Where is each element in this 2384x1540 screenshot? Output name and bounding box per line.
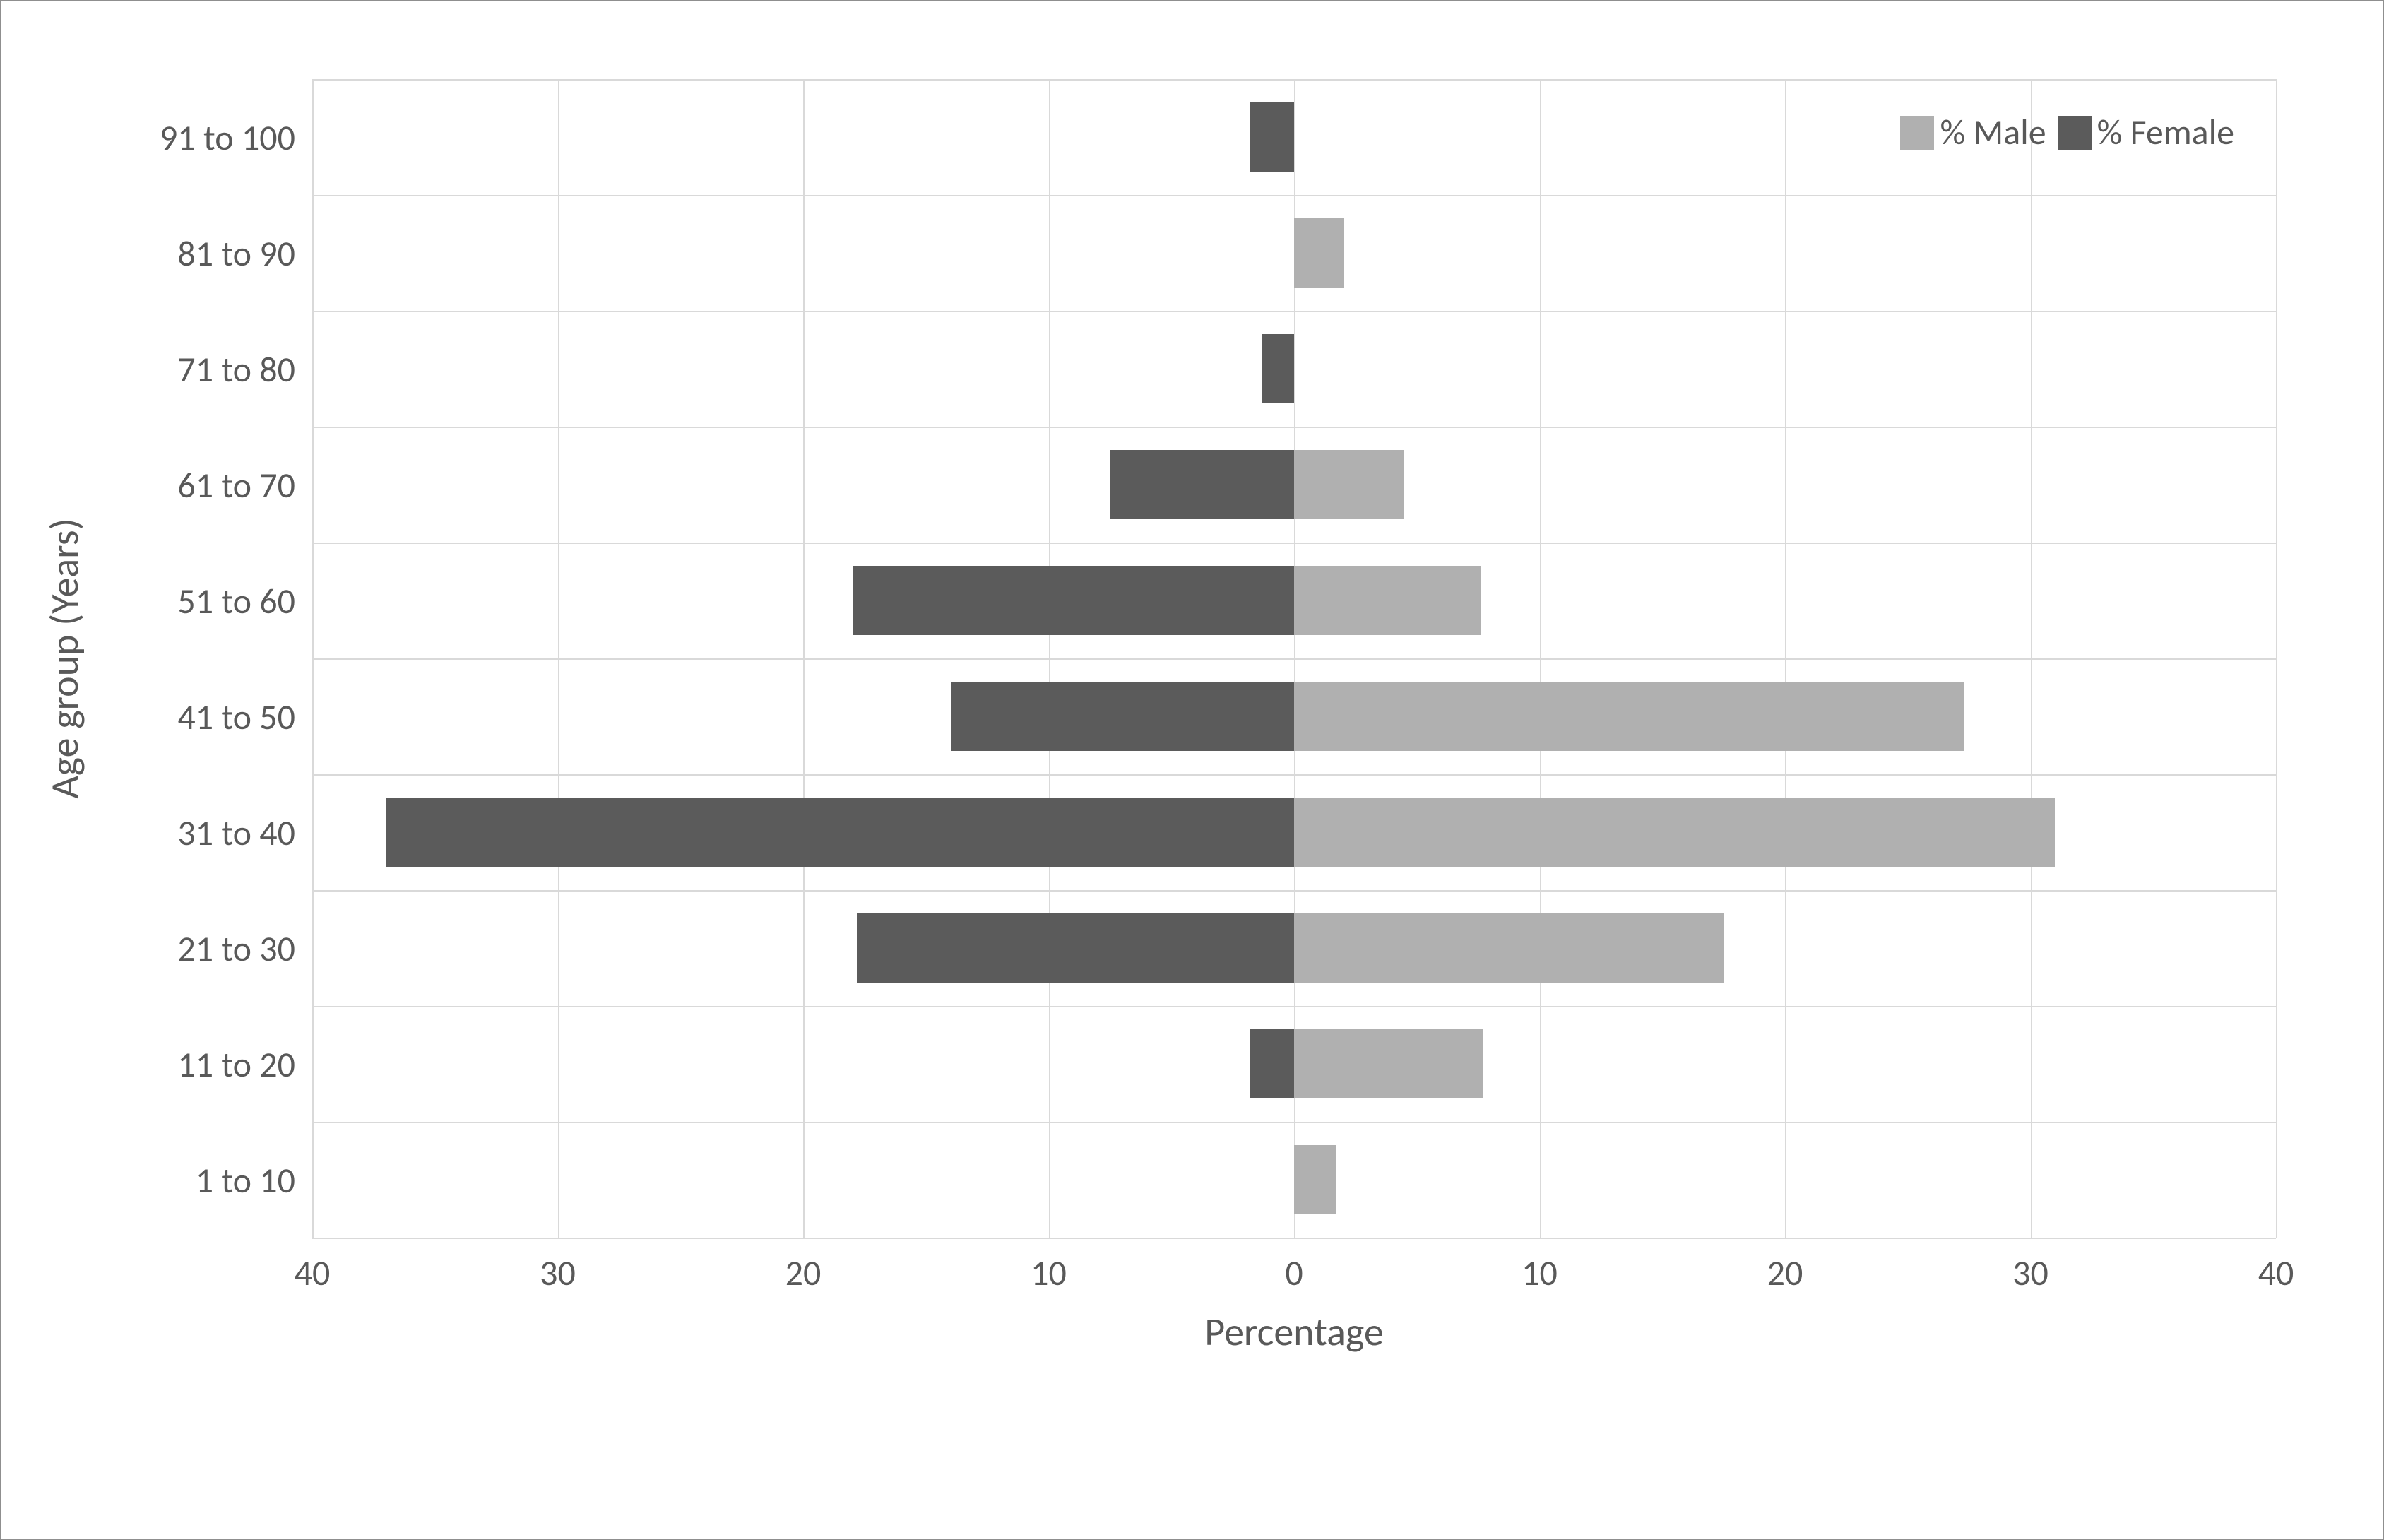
gridline-horizontal bbox=[312, 311, 2276, 312]
y-category-label: 61 to 70 bbox=[177, 464, 295, 507]
y-axis-title: Age group (Years) bbox=[41, 518, 89, 798]
bar-male bbox=[1294, 1145, 1336, 1214]
legend-swatch-icon bbox=[2058, 116, 2092, 150]
gridline-horizontal bbox=[312, 79, 2276, 81]
bar-male bbox=[1294, 1029, 1483, 1098]
bar-female bbox=[951, 682, 1295, 751]
y-category-label: 81 to 90 bbox=[177, 232, 295, 276]
legend: % Male % Female bbox=[1900, 111, 2234, 154]
y-category-label: 31 to 40 bbox=[177, 812, 295, 855]
legend-item-male: % Male bbox=[1900, 111, 2046, 154]
y-category-label: 41 to 50 bbox=[177, 696, 295, 739]
legend-swatch-icon bbox=[1900, 116, 1934, 150]
bar-female bbox=[857, 913, 1294, 983]
gridline-horizontal bbox=[312, 774, 2276, 776]
y-category-label: 11 to 20 bbox=[177, 1043, 295, 1086]
x-tick-label: 10 bbox=[1031, 1252, 1067, 1295]
x-tick-label: 40 bbox=[2258, 1252, 2294, 1295]
bar-female bbox=[1110, 450, 1294, 519]
gridline-horizontal bbox=[312, 658, 2276, 660]
gridline-horizontal bbox=[312, 195, 2276, 196]
gridline-horizontal bbox=[312, 543, 2276, 544]
y-category-label: 1 to 10 bbox=[196, 1159, 295, 1202]
bar-female bbox=[1262, 334, 1294, 403]
bar-male bbox=[1294, 566, 1481, 635]
bar-female bbox=[386, 798, 1294, 867]
chart-container: 40 30 20 10 0 10 20 30 40 1 to 10 11 to 20 21 to 30… bbox=[0, 0, 2384, 1540]
gridline-vertical bbox=[2276, 79, 2277, 1238]
x-tick-label: 30 bbox=[540, 1252, 576, 1295]
y-category-label: 71 to 80 bbox=[177, 348, 295, 391]
x-axis-title: Percentage bbox=[1204, 1308, 1383, 1356]
x-tick-label: 30 bbox=[2012, 1252, 2048, 1295]
bar-male bbox=[1294, 913, 1724, 983]
y-category-label: 51 to 60 bbox=[177, 580, 295, 623]
gridline-horizontal bbox=[312, 890, 2276, 892]
legend-label: % Female bbox=[2097, 111, 2234, 154]
bar-female bbox=[1250, 102, 1294, 172]
bar-male bbox=[1294, 218, 1344, 288]
gridline-horizontal bbox=[312, 427, 2276, 428]
bar-female bbox=[853, 566, 1295, 635]
x-tick-label: 10 bbox=[1522, 1252, 1558, 1295]
bar-male bbox=[1294, 682, 1964, 751]
plot-area bbox=[312, 79, 2276, 1238]
bar-female bbox=[1250, 1029, 1294, 1098]
legend-label: % Male bbox=[1940, 111, 2046, 154]
x-tick-label: 20 bbox=[785, 1252, 822, 1295]
gridline-horizontal bbox=[312, 1238, 2276, 1239]
y-category-label: 21 to 30 bbox=[177, 928, 295, 971]
legend-item-female: % Female bbox=[2058, 111, 2234, 154]
gridline-horizontal bbox=[312, 1122, 2276, 1123]
y-category-label: 91 to 100 bbox=[160, 117, 295, 160]
bar-male bbox=[1294, 798, 2055, 867]
x-tick-label: 0 bbox=[1285, 1252, 1303, 1295]
x-tick-label: 20 bbox=[1767, 1252, 1803, 1295]
x-tick-label: 40 bbox=[295, 1252, 331, 1295]
bar-male bbox=[1294, 450, 1404, 519]
gridline-horizontal bbox=[312, 1006, 2276, 1007]
